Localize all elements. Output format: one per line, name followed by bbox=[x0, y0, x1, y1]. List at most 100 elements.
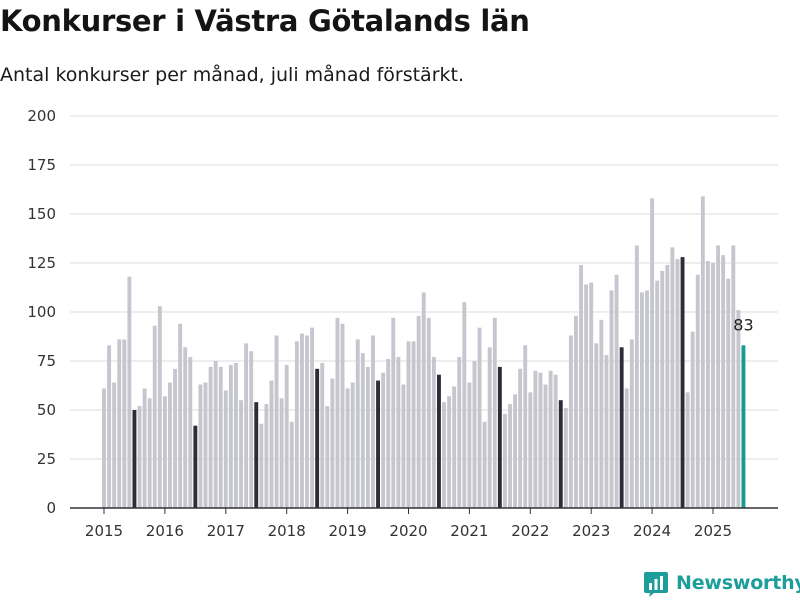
bar-2025-04 bbox=[726, 278, 731, 508]
bar-2016-12 bbox=[218, 366, 223, 508]
x-axis-tick-labels: 2015 2016 2017 2018 2019 2020 2021 2022 2023 2024… bbox=[85, 508, 732, 540]
bar-2024-04 bbox=[665, 264, 670, 508]
bar-2017-11 bbox=[274, 335, 279, 508]
bar-2016-06 bbox=[188, 357, 193, 508]
bar-2019-02 bbox=[350, 382, 355, 508]
bar-2020-12 bbox=[462, 302, 467, 508]
bar-2015-09 bbox=[142, 388, 147, 508]
bar-2020-08 bbox=[442, 402, 446, 508]
bar-2024-07 bbox=[680, 257, 685, 508]
y-tick-label-25: 25 bbox=[37, 450, 56, 468]
bar-2018-08 bbox=[320, 362, 325, 508]
bar-2020-02 bbox=[411, 341, 416, 508]
bar-2021-12 bbox=[523, 345, 528, 508]
bar-2018-06 bbox=[310, 327, 315, 508]
bar-2021-11 bbox=[518, 368, 523, 508]
newsworthy-logo: Newsworthy bbox=[644, 569, 800, 597]
bar-2025-02 bbox=[716, 245, 721, 509]
bar-2021-03 bbox=[477, 327, 482, 508]
bar-2022-09 bbox=[568, 335, 573, 508]
bar-2018-12 bbox=[340, 323, 345, 508]
y-tick-label-175: 175 bbox=[27, 156, 56, 174]
bar-2018-03 bbox=[294, 341, 299, 508]
newsworthy-logo-icon bbox=[644, 572, 668, 597]
bar-2019-09 bbox=[386, 359, 391, 508]
bar-2016-04 bbox=[178, 323, 183, 508]
y-tick-label-0: 0 bbox=[46, 499, 56, 517]
bar-2016-08 bbox=[198, 384, 203, 508]
bar-2016-01 bbox=[162, 396, 167, 508]
bar-2021-08 bbox=[502, 413, 507, 508]
bar-2023-05 bbox=[609, 290, 614, 508]
bar-2024-09 bbox=[690, 331, 695, 508]
x-tick-label-2016: 2016 bbox=[146, 522, 184, 540]
bar-2018-10 bbox=[330, 378, 335, 508]
bar-2023-09 bbox=[629, 339, 634, 508]
bar-2016-02 bbox=[168, 382, 172, 508]
bar-2018-09 bbox=[325, 406, 330, 508]
chart-title: Konkurser i Västra Götalands län bbox=[0, 4, 530, 38]
bar-2018-01 bbox=[284, 364, 289, 508]
bar-2025-05 bbox=[731, 245, 736, 509]
bar-2021-10 bbox=[513, 394, 518, 508]
x-tick-label-2025: 2025 bbox=[694, 522, 732, 540]
bar-2017-02 bbox=[228, 364, 233, 508]
x-tick-label-2018: 2018 bbox=[268, 522, 306, 540]
bar-2019-08 bbox=[381, 372, 386, 508]
data-labels: 83 bbox=[733, 315, 753, 334]
bar-2017-09 bbox=[264, 404, 269, 508]
bar-2017-04 bbox=[239, 400, 243, 508]
bar-2015-08 bbox=[137, 406, 142, 508]
bar-2019-04 bbox=[360, 353, 365, 508]
bar-2023-07 bbox=[619, 347, 624, 508]
bar-2015-03 bbox=[112, 382, 117, 508]
bar-2025-01 bbox=[711, 263, 715, 508]
bar-2022-03 bbox=[538, 372, 543, 508]
bar-2018-07 bbox=[315, 368, 320, 508]
x-tick-label-2021: 2021 bbox=[450, 522, 488, 540]
x-tick-label-2024: 2024 bbox=[633, 522, 671, 540]
y-tick-label-150: 150 bbox=[27, 205, 56, 223]
bar-2018-04 bbox=[299, 333, 304, 508]
bar-2017-08 bbox=[259, 423, 264, 508]
bar-2018-11 bbox=[335, 317, 340, 508]
x-tick-label-2015: 2015 bbox=[85, 522, 123, 540]
bar-2025-06 bbox=[736, 310, 741, 508]
bar-2024-10 bbox=[695, 274, 700, 508]
bar-2016-10 bbox=[208, 366, 213, 508]
x-tick-label-2020: 2020 bbox=[389, 522, 427, 540]
bar-2022-04 bbox=[543, 384, 548, 508]
bar-2021-02 bbox=[472, 361, 477, 508]
bar-2021-04 bbox=[482, 421, 487, 508]
bar-2018-05 bbox=[305, 335, 309, 508]
bar-2019-05 bbox=[365, 366, 370, 508]
bar-2021-05 bbox=[487, 347, 492, 508]
bar-2019-03 bbox=[355, 339, 360, 508]
bar-2015-11 bbox=[152, 325, 157, 508]
bar-2025-03 bbox=[721, 255, 726, 508]
bar-2016-03 bbox=[173, 368, 177, 508]
x-tick-label-2022: 2022 bbox=[511, 522, 549, 540]
y-tick-label-75: 75 bbox=[37, 352, 56, 370]
bar-2019-06 bbox=[371, 335, 375, 508]
x-tick-label-2023: 2023 bbox=[572, 522, 610, 540]
bar-2015-07 bbox=[132, 410, 137, 508]
bar-2019-11 bbox=[396, 357, 401, 508]
bar-2023-11 bbox=[640, 292, 644, 508]
bar-2020-01 bbox=[406, 341, 411, 508]
y-tick-label-200: 200 bbox=[27, 107, 56, 125]
bar-2022-02 bbox=[533, 370, 538, 508]
bar-2019-07 bbox=[376, 380, 380, 508]
bar-2018-02 bbox=[289, 421, 294, 508]
bar-2020-10 bbox=[452, 386, 457, 508]
bar-2015-12 bbox=[157, 306, 162, 508]
bar-2020-04 bbox=[421, 292, 426, 508]
bar-2022-07 bbox=[558, 400, 563, 508]
bar-2024-02 bbox=[655, 280, 660, 508]
bar-2017-05 bbox=[244, 343, 249, 508]
bar-2022-08 bbox=[563, 408, 568, 508]
bar-2022-12 bbox=[584, 284, 589, 508]
bar-2015-05 bbox=[122, 339, 127, 508]
bar-2015-01 bbox=[102, 388, 106, 508]
